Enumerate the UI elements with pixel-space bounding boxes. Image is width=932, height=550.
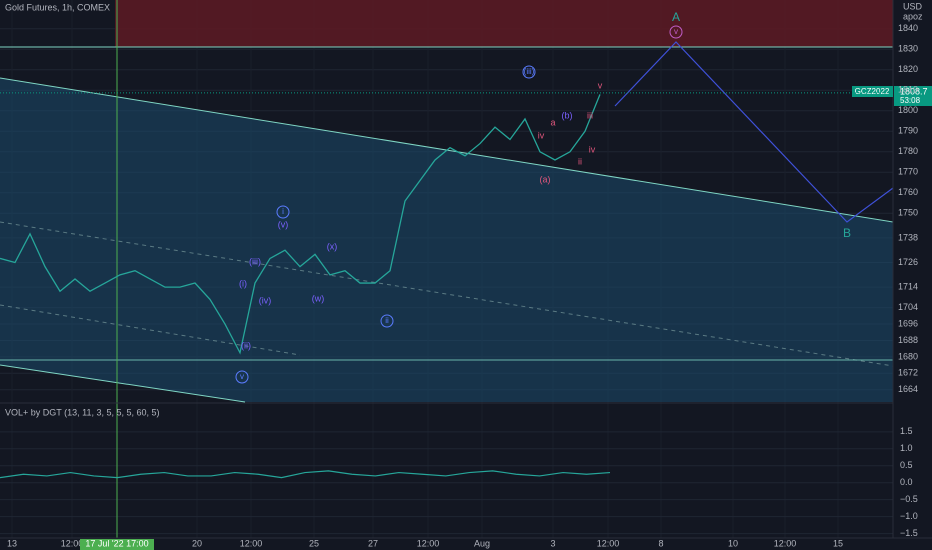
wave-circle xyxy=(669,25,683,39)
symbol-badge xyxy=(852,86,893,97)
wave-label: (v) xyxy=(278,219,289,229)
wave-label: A xyxy=(672,10,680,24)
wave-circle xyxy=(522,65,536,79)
wave-label: (iii) xyxy=(249,256,261,266)
y2-tick-label: 1.5 xyxy=(900,426,913,436)
y2-tick-label: −1.0 xyxy=(900,511,918,521)
y2-tick-label: 0.0 xyxy=(900,477,913,487)
x-tick-label: 3 xyxy=(550,538,555,548)
symbol: GCZ2022 xyxy=(855,87,890,96)
wave-label: v xyxy=(674,27,678,36)
wave-label: ii xyxy=(385,316,389,325)
y-tick-label: 1750 xyxy=(898,208,918,218)
y-tick-label: 1770 xyxy=(898,167,918,177)
y-tick-label: 1696 xyxy=(898,318,918,328)
y-tick-label: 1820 xyxy=(898,64,918,74)
price-line xyxy=(0,94,601,355)
y-tick-label: 1790 xyxy=(898,126,918,136)
wave-circle xyxy=(235,370,249,384)
x-tick-label: 25 xyxy=(309,538,319,548)
x-tick-label: 12:00 xyxy=(774,538,797,548)
x-tick-label: 20 xyxy=(192,538,202,548)
projection-path xyxy=(614,41,894,223)
x-tick-label: 8 xyxy=(658,538,663,548)
cursor-time-badge xyxy=(80,539,154,550)
x-tick-label: 13 xyxy=(7,538,17,548)
chart-title: Gold Futures, 1h, COMEX xyxy=(5,2,110,12)
last-price: 1808.7 xyxy=(900,86,928,96)
channel-quarter xyxy=(0,304,301,356)
wave-circle xyxy=(380,314,394,328)
indicator-title: VOL+ by DGT (13, 11, 3, 5, 5, 5, 60, 5) xyxy=(5,407,160,417)
channel-mid xyxy=(0,221,894,367)
y-tick-label: 1704 xyxy=(898,302,918,312)
channel-lower xyxy=(0,364,246,403)
y-tick-label: 1810 xyxy=(898,85,918,95)
y2-tick-label: 1.0 xyxy=(900,443,913,453)
y-tick-label: 1780 xyxy=(898,146,918,156)
y2-tick-label: −1.5 xyxy=(900,528,918,538)
x-tick-label: 12:00 xyxy=(240,538,263,548)
wave-circle xyxy=(276,205,290,219)
y-tick-label: 1760 xyxy=(898,187,918,197)
y-tick-label: 1726 xyxy=(898,257,918,267)
y2-tick-label: 0.5 xyxy=(900,460,913,470)
wave-label: (ii) xyxy=(241,340,251,350)
wave-label: i xyxy=(282,207,284,216)
x-tick-label: Aug xyxy=(474,538,490,548)
wave-label: (w) xyxy=(312,293,325,303)
wave-label: B xyxy=(843,226,851,240)
y-tick-label: 1800 xyxy=(898,105,918,115)
wave-label: (a) xyxy=(540,174,551,184)
y-tick-label: 1672 xyxy=(898,368,918,378)
wave-label: iv xyxy=(589,144,596,154)
currency: USD xyxy=(903,1,923,11)
price-badge xyxy=(894,86,932,106)
y-tick-label: 1714 xyxy=(898,282,918,292)
wave-label: (iii) xyxy=(524,67,535,76)
wave-label: a xyxy=(550,117,555,127)
author: apoz xyxy=(903,11,923,21)
wave-label: (iv) xyxy=(259,295,272,305)
x-tick-label: 27 xyxy=(368,538,378,548)
x-tick-label: 15 xyxy=(833,538,843,548)
y-tick-label: 1738 xyxy=(898,232,918,242)
x-tick-label: 17 Jul '22 17:00 xyxy=(85,538,148,548)
countdown: 53:08 xyxy=(900,96,921,105)
wave-label: (x) xyxy=(327,241,338,251)
wave-label: (b) xyxy=(562,110,573,120)
y2-tick-label: −0.5 xyxy=(900,494,918,504)
wave-label: v xyxy=(240,372,244,381)
y-tick-label: 1830 xyxy=(898,44,918,54)
wave-label: (i) xyxy=(239,278,247,288)
x-tick-label: 10 xyxy=(728,538,738,548)
x-tick-label: 12:00 xyxy=(61,538,84,548)
wave-label: v xyxy=(598,80,603,90)
indicator-line xyxy=(0,470,611,479)
resistance-zone xyxy=(115,0,893,47)
wave-label: iii xyxy=(587,110,593,120)
x-tick-label: 12:00 xyxy=(597,538,620,548)
y-tick-label: 1688 xyxy=(898,335,918,345)
y-tick-label: 1664 xyxy=(898,384,918,394)
y-tick-label: 1680 xyxy=(898,351,918,361)
x-tick-label: 12:00 xyxy=(417,538,440,548)
wave-label: ii xyxy=(578,156,582,166)
wave-label: iv xyxy=(538,130,545,140)
y-tick-label: 1840 xyxy=(898,23,918,33)
